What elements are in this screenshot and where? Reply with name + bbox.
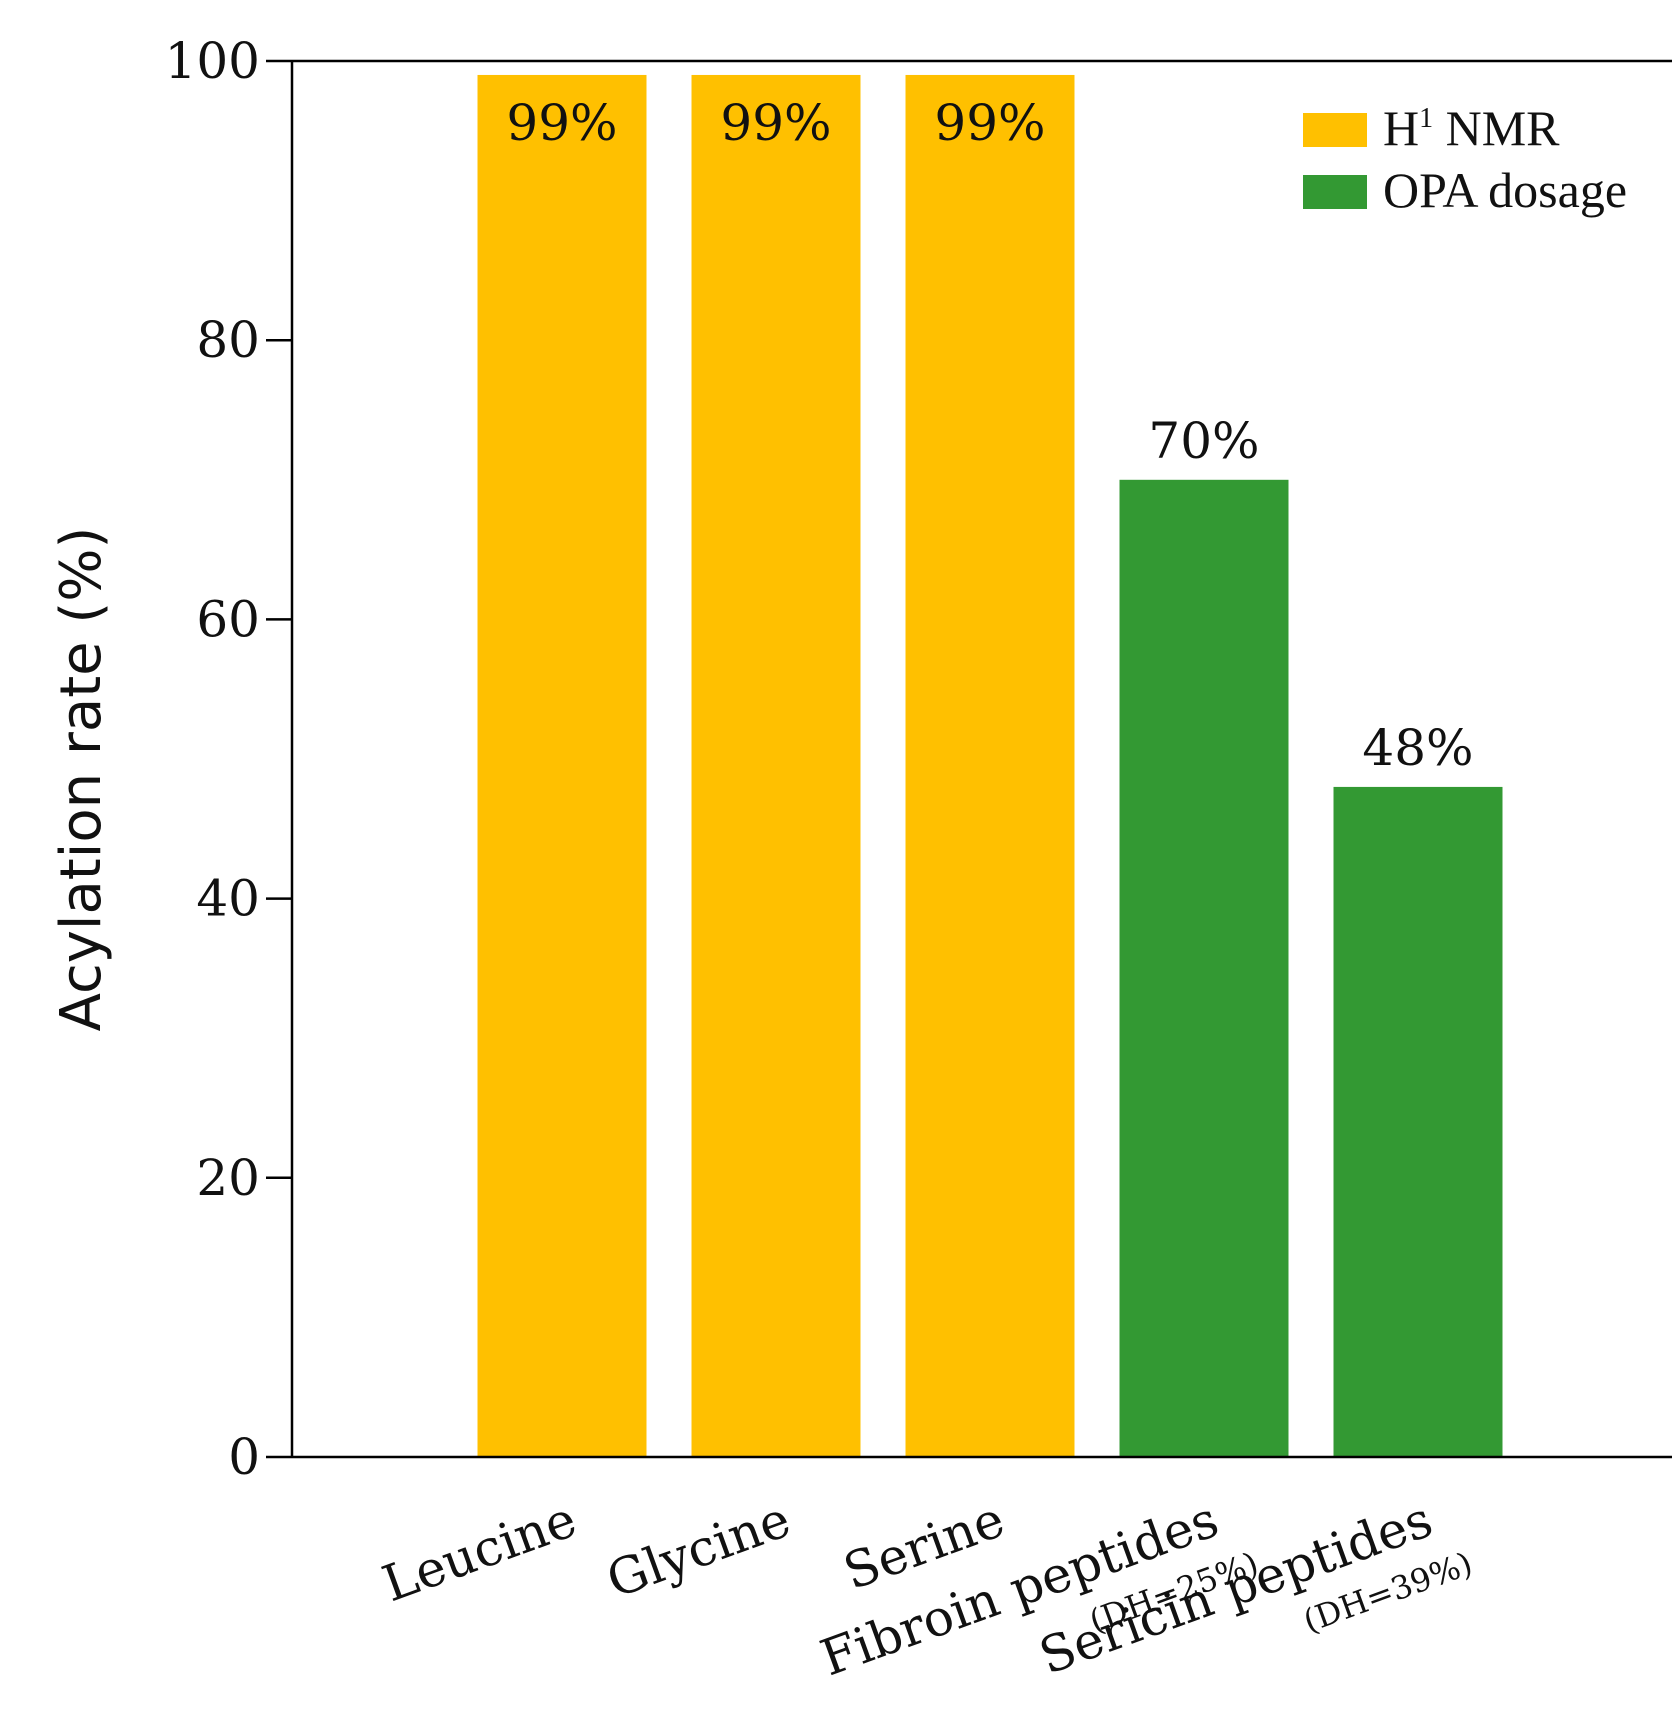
- axes-group: [290, 59, 1672, 1459]
- bars-group: [477, 74, 1503, 1458]
- data-label: 48%: [1362, 719, 1473, 777]
- bar: [691, 74, 861, 1458]
- y-ticks-group: 0 20 40 60 80 100: [165, 32, 292, 1486]
- y-tick-label: 20: [196, 1149, 260, 1207]
- x-tick-label-group: Glycine: [599, 1490, 797, 1609]
- y-tick-label: 100: [165, 32, 260, 90]
- bar: [477, 74, 647, 1458]
- legend-superscript: 1: [1419, 103, 1433, 134]
- x-tick-label-group: Leucine: [375, 1490, 584, 1613]
- legend-swatch: [1303, 113, 1367, 147]
- data-label: 99%: [720, 94, 831, 152]
- data-label: 99%: [506, 94, 617, 152]
- bar: [1119, 479, 1289, 1457]
- bar: [905, 74, 1075, 1458]
- bar: [1333, 786, 1503, 1457]
- data-label: 99%: [934, 94, 1045, 152]
- y-tick-label: 60: [196, 590, 260, 648]
- legend: H1 NMR OPA dosage: [1303, 100, 1627, 218]
- y-axis-title: Acylation rate (%): [49, 527, 114, 1032]
- y-tick-label: 80: [196, 311, 260, 369]
- y-tick-label: 40: [196, 870, 260, 928]
- y-tick-label: 0: [228, 1428, 260, 1486]
- x-tick-label: Glycine: [599, 1490, 797, 1609]
- legend-label-rest: NMR: [1433, 100, 1560, 156]
- legend-swatch: [1303, 175, 1367, 209]
- legend-label: OPA dosage: [1383, 162, 1627, 218]
- x-tick-label: Leucine: [375, 1490, 584, 1613]
- legend-label: H1 NMR: [1383, 100, 1560, 156]
- data-label: 70%: [1148, 412, 1259, 470]
- data-labels-group: 99% 99% 99% 70% 48%: [506, 94, 1473, 777]
